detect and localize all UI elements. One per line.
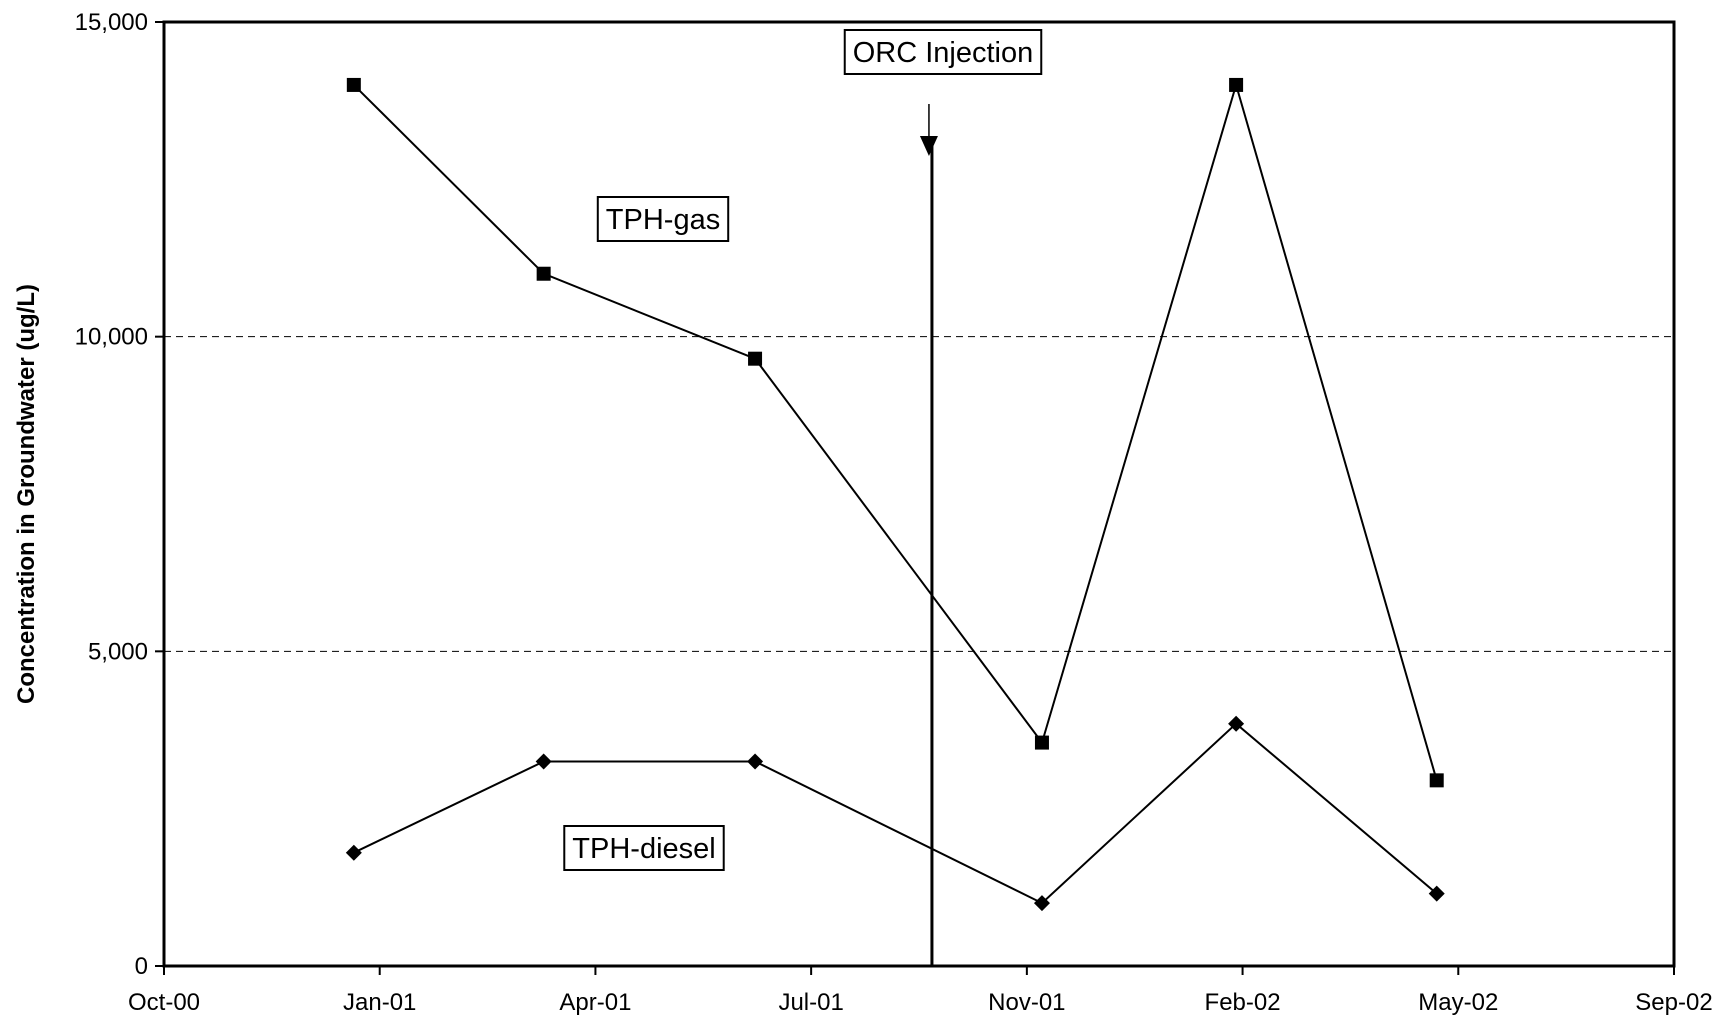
orc-injection-label-text: ORC Injection <box>853 37 1034 69</box>
x-tick-label: Nov-01 <box>988 989 1065 1016</box>
tph-diesel-point <box>1428 885 1445 902</box>
tph-gas-label: TPH-gas <box>596 196 730 242</box>
y-tick-label: 10,000 <box>75 324 148 351</box>
tph-gas-point <box>1034 735 1049 750</box>
tph-diesel-line <box>353 722 1438 905</box>
x-tick-label: Oct-00 <box>128 989 200 1016</box>
x-tick-label: Apr-01 <box>559 989 631 1016</box>
tph-diesel-point <box>1228 715 1245 732</box>
x-tick-label: Feb-02 <box>1205 989 1281 1016</box>
tph-diesel-point <box>1033 895 1050 912</box>
tph-diesel-label-text: TPH-diesel <box>572 833 715 865</box>
y-axis-title: Concentration in Groundwater (ug/L) <box>13 284 40 704</box>
tph-gas-point <box>1429 773 1444 788</box>
tph-gas-point <box>1229 77 1244 92</box>
plot-frame <box>162 20 1676 968</box>
tph-diesel-label-box <box>563 825 725 871</box>
tph-diesel-point <box>747 753 764 770</box>
labels: Concentration in Groundwater (ug/L) ORC I… <box>13 29 1043 871</box>
orc-injection-arrow-head <box>919 136 938 156</box>
orc-injection-label: ORC Injection <box>843 29 1043 75</box>
series <box>345 77 1445 912</box>
orc-injection-marker <box>919 104 938 966</box>
tph-gas-label-box <box>596 196 730 242</box>
tph-diesel-point <box>535 753 552 770</box>
x-tick-label: Jan-01 <box>343 989 416 1016</box>
tph-gas-line <box>353 81 1438 781</box>
orc-injection-label-box <box>843 29 1043 75</box>
tph-gas-point <box>536 266 551 281</box>
tph-diesel-point <box>345 844 362 861</box>
x-tick-label: Sep-02 <box>1635 989 1712 1016</box>
axes: 0 5,000 10,000 15,000 Oct-00 Jan-01 Apr-01 Jul-… <box>75 9 1713 1016</box>
gridlines <box>164 336 1674 652</box>
tph-gas-label-text: TPH-gas <box>606 204 720 236</box>
y-tick-label: 5,000 <box>88 638 148 665</box>
y-tick-label: 15,000 <box>75 9 148 36</box>
tph-diesel-label: TPH-diesel <box>563 825 725 871</box>
x-tick-label: May-02 <box>1418 989 1498 1016</box>
x-tick-label: Jul-01 <box>778 989 843 1016</box>
tph-gas-point <box>748 351 763 366</box>
y-tick-label: 0 <box>135 953 148 980</box>
tph-gas-point <box>346 77 361 92</box>
